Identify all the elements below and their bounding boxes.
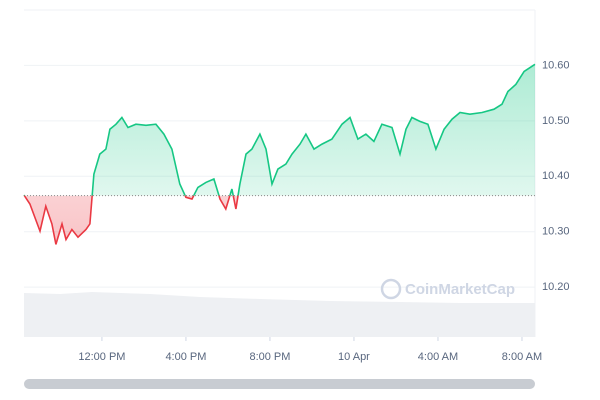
price-line-up [23, 63, 536, 196]
y-tick-label: 10.60 [542, 59, 570, 71]
volume-area [24, 292, 535, 337]
x-tick-label: 8:00 AM [502, 351, 542, 363]
x-tick-label: 4:00 AM [418, 351, 458, 363]
x-tick-label: 10 Apr [338, 351, 370, 363]
y-tick-label: 10.30 [542, 226, 570, 238]
x-tick-label: 12:00 PM [78, 351, 125, 363]
x-tick-label: 8:00 PM [249, 351, 290, 363]
scrollbar[interactable] [24, 379, 535, 389]
area-up [24, 64, 535, 196]
watermark: CoinMarketCap [405, 281, 515, 298]
area-down [24, 195, 239, 245]
y-tick-label: 10.20 [542, 281, 570, 293]
watermark-logo [380, 278, 402, 300]
y-tick-label: 10.50 [542, 115, 570, 127]
y-tick-label: 10.40 [542, 170, 570, 182]
x-tick-label: 4:00 PM [165, 351, 206, 363]
